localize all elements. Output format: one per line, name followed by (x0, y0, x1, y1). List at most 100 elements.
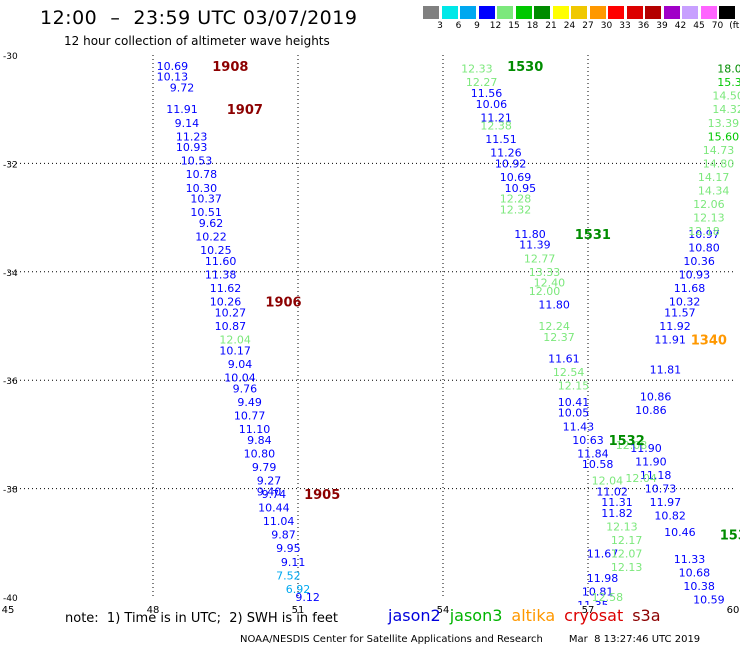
data-value-jason3: 18.00 (717, 63, 740, 76)
data-value-jason3: 14.80 (703, 157, 735, 170)
scale-swatch (663, 6, 680, 19)
data-value-jason2: 10.25 (200, 244, 232, 257)
data-value-jason2: 11.57 (664, 306, 696, 319)
y-tick-label: -36 (3, 377, 18, 387)
data-value-jason2: 11.02 (596, 485, 628, 498)
scale-swatch (460, 6, 476, 19)
data-value-jason2: 9.12 (295, 591, 320, 604)
y-tick-label: -34 (3, 269, 18, 279)
footer: NOAA/NESDIS Center for Satellite Applica… (240, 634, 700, 645)
scale-swatch (571, 6, 587, 19)
scale-label: 3 (437, 21, 443, 31)
data-value-jason2: 10.80 (688, 241, 720, 254)
data-value-jason2: 11.26 (490, 147, 522, 160)
satellite-legend: jason2 jason3 altika cryosat s3a (388, 606, 670, 625)
scale-swatch (552, 6, 569, 19)
x-tick-label: 45 (2, 605, 15, 616)
data-value-jason3: 12.06 (693, 198, 725, 211)
data-value-jason2: 11.51 (485, 133, 517, 146)
pass-time-label: 1530 (507, 60, 543, 75)
pass-time-label: 1908 (212, 60, 248, 75)
pass-time-label: 1906 (265, 296, 301, 311)
data-value-jason2: 10.41 (558, 396, 590, 409)
legend-altika: altika (511, 606, 556, 625)
footer-credit: NOAA/NESDIS Center for Satellite Applica… (240, 634, 543, 645)
data-value-jason2: 10.32 (669, 296, 701, 309)
data-value-jason2: 9.14 (175, 117, 200, 130)
data-value-jason3: 14.50 (712, 90, 740, 103)
data-value-jason2: 9.34 (711, 621, 736, 634)
data-value-jason2: 10.97 (688, 228, 720, 241)
pass-time-label: 1531 (575, 228, 611, 243)
data-value-jason2: 10.95 (505, 182, 537, 195)
data-value-jason2: 11.91 (654, 334, 686, 347)
data-value-jason2: 11.23 (176, 130, 208, 143)
data-value-jason3: 12.32 (500, 203, 532, 216)
data-value-jason3: 12.40 (534, 277, 566, 290)
data-value-jason2: 10.63 (572, 434, 604, 447)
scale-label: 45 (693, 21, 705, 31)
x-tick-label: 57 (582, 605, 595, 616)
data-value-jason3: 12.24 (538, 320, 570, 333)
data-value-jason3: 12.04 (625, 472, 657, 485)
data-value-jason3: 12.07 (611, 548, 643, 561)
scale-swatch (589, 6, 606, 19)
data-value-jason2: 11.91 (166, 103, 198, 116)
data-value-jason2: 11.21 (480, 111, 512, 124)
data-value-jason3: 13.39 (708, 117, 740, 130)
data-value-jason2: 10.86 (640, 390, 672, 403)
data-value-altika: 6.92 (286, 583, 311, 596)
data-value-jason3: 12.13 (606, 521, 638, 534)
data-value-jason3: 12.17 (611, 534, 643, 547)
data-value-jason2: 10.68 (679, 567, 711, 580)
data-value-jason3: 14.34 (698, 185, 730, 198)
data-value-jason3: 12.58 (592, 591, 624, 604)
scale-label: 9 (474, 21, 480, 31)
data-value-jason3: 12.28 (500, 193, 532, 206)
pass-time-label: 1532 (609, 434, 645, 449)
data-value-jason2: 11.31 (601, 496, 633, 509)
data-value-jason2: 10.05 (558, 407, 590, 420)
data-value-jason2: 10.27 (215, 306, 247, 319)
data-value-jason2: 11.38 (205, 269, 237, 282)
data-value-jason2: 9.72 (170, 82, 195, 95)
data-value-jason2: 11.33 (674, 553, 706, 566)
data-value-jason2: 9.73 (716, 634, 740, 647)
data-value-jason3: 14.73 (703, 144, 735, 157)
data-value-altika: 9.40 (257, 485, 282, 498)
data-value-jason2: 10.36 (683, 255, 715, 268)
legend-jason2: jason2 (388, 606, 441, 625)
scale-swatch (515, 6, 532, 19)
data-value-jason2: 10.22 (195, 231, 227, 244)
data-value-jason2: 10.30 (186, 182, 218, 195)
legend-jason3: jason3 (449, 606, 503, 625)
data-value-jason2: 11.60 (205, 255, 237, 268)
data-value-jason3: 12.38 (480, 119, 512, 132)
scale-label: 15 (508, 21, 520, 31)
scale-label: (ft) (729, 21, 740, 31)
y-tick-label: -30 (3, 52, 18, 62)
data-value-jason2: 9.87 (271, 529, 296, 542)
data-value-jason2: 10.26 (210, 296, 242, 309)
scale-label: 12 (489, 21, 502, 31)
scale-swatch (608, 6, 624, 19)
data-value-jason2: 11.10 (239, 423, 271, 436)
scale-swatch (441, 6, 458, 19)
scale-swatch (626, 6, 643, 19)
data-value-jason2: 10.53 (181, 155, 213, 168)
data-value-jason2: 10.06 (476, 98, 508, 111)
data-value-jason2: 11.61 (548, 353, 580, 366)
data-value-jason3: 15.60 (708, 130, 740, 143)
data-value-jason3: 12.13 (693, 212, 725, 225)
data-value-jason3: 14.17 (698, 171, 730, 184)
data-value-jason2: 11.81 (650, 363, 682, 376)
y-tick-label: -38 (3, 486, 18, 496)
data-value-jason2: 10.13 (157, 71, 189, 84)
data-value-jason2: 10.77 (234, 409, 266, 422)
x-tick-label: 54 (437, 605, 450, 616)
page-title: 12:00 – 23:59 UTC 03/07/2019 (40, 7, 358, 29)
data-value-jason2: 11.80 (538, 298, 570, 311)
legend-cryosat: cryosat (564, 606, 624, 625)
data-value-jason2: 9.76 (233, 382, 258, 395)
data-value-jason3: 13.62 (592, 605, 624, 618)
